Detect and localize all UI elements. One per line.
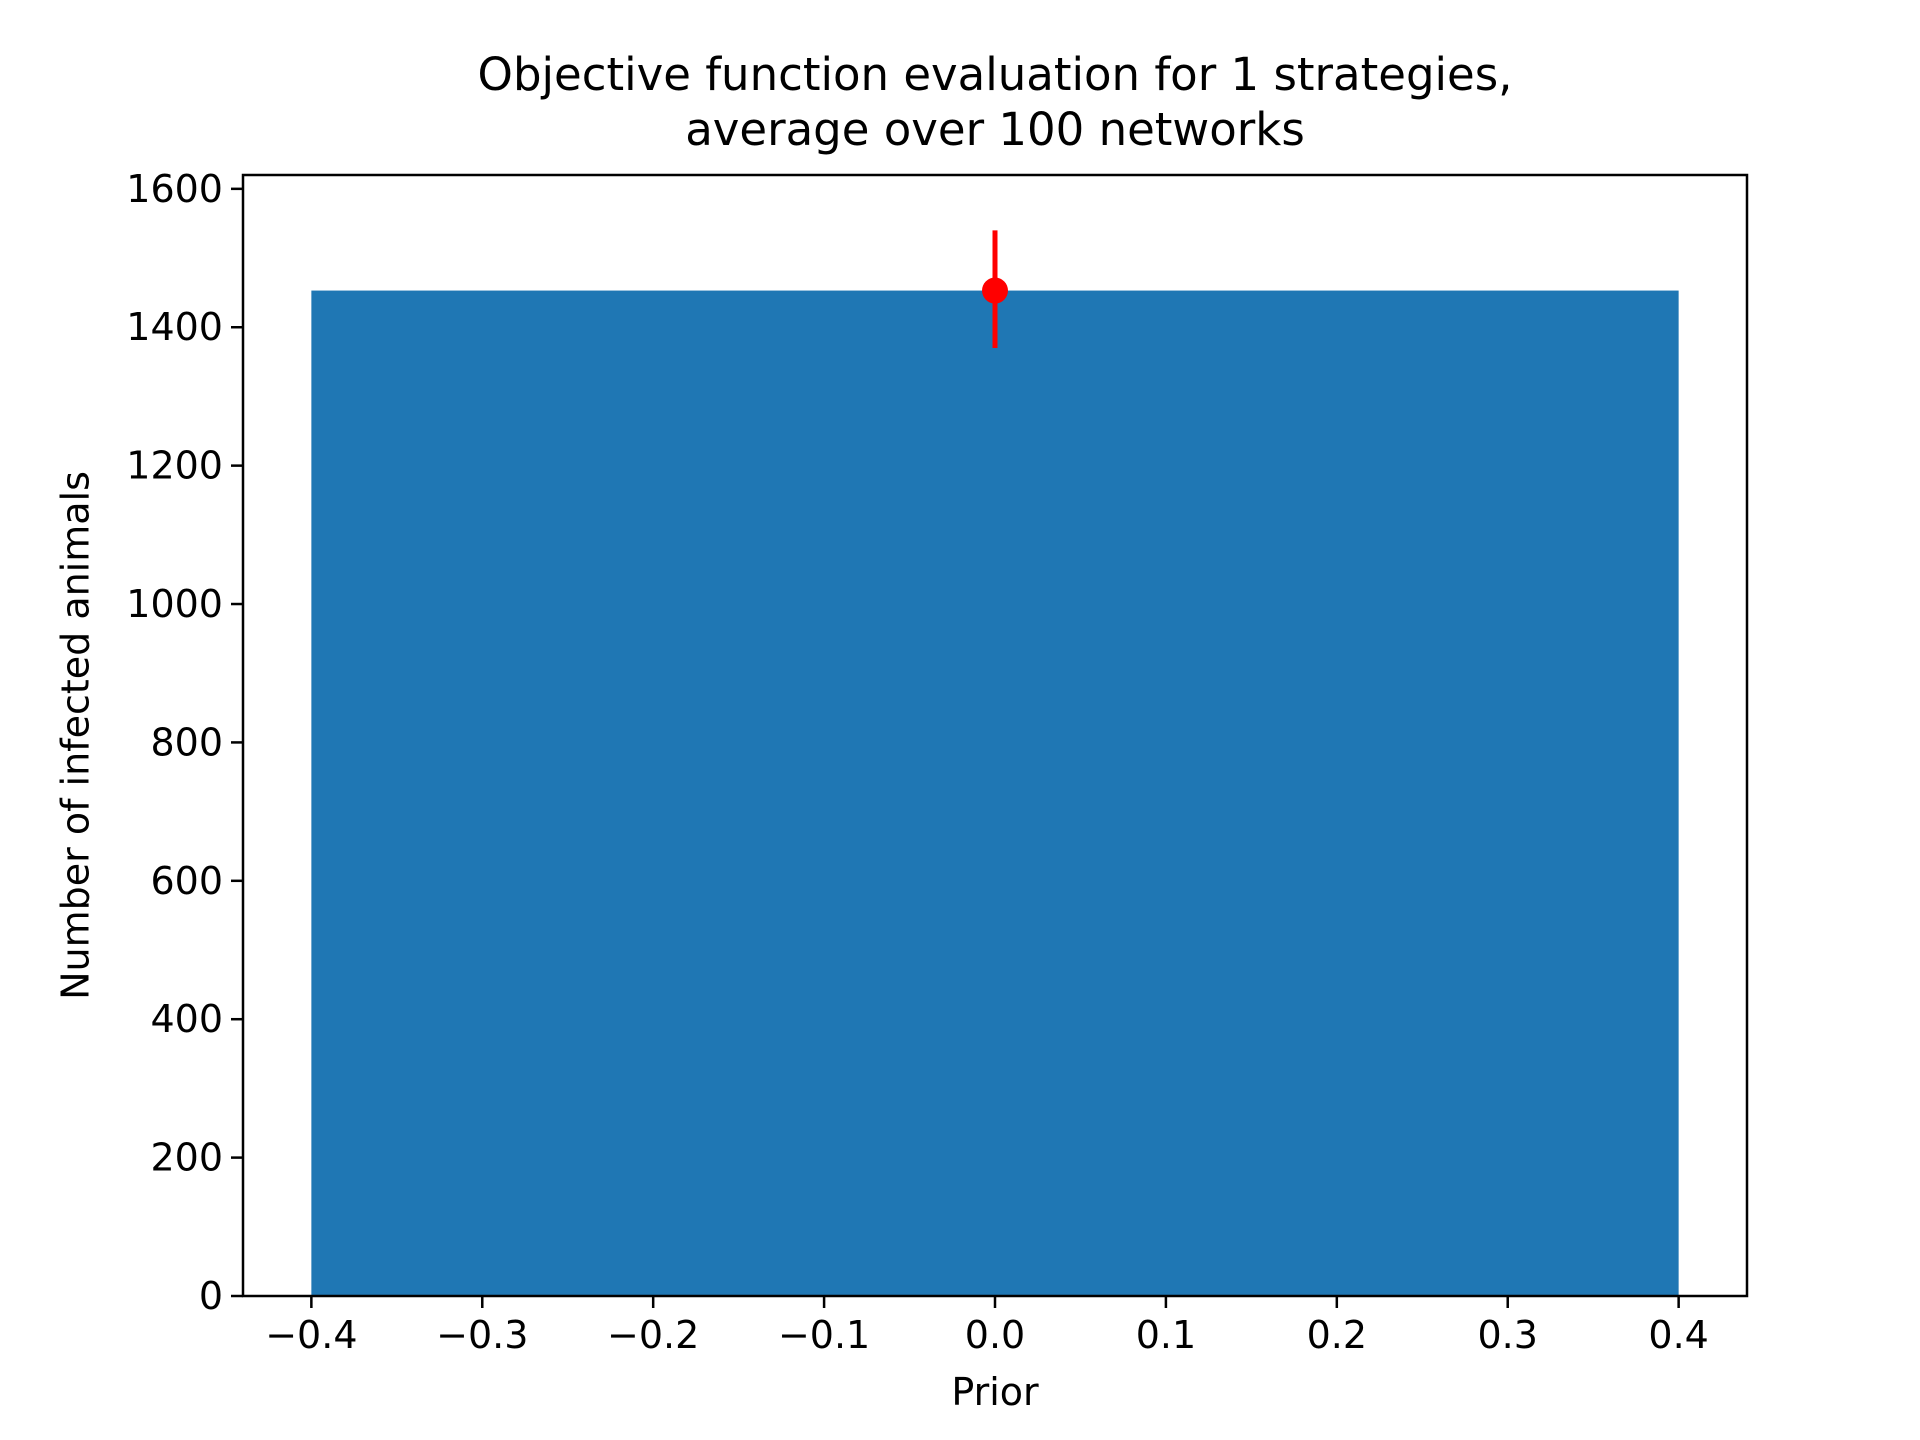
- x-tick-label: 0.2: [1307, 1313, 1367, 1357]
- y-axis-label: Number of infected animals: [54, 471, 98, 1000]
- y-tick-label: 800: [150, 720, 223, 764]
- chart-title-line: average over 100 networks: [685, 103, 1305, 156]
- y-tick-label: 600: [150, 859, 223, 903]
- x-tick-label: −0.2: [607, 1313, 699, 1357]
- x-axis-label: Prior: [951, 1370, 1039, 1414]
- x-tick-label: 0.4: [1648, 1313, 1708, 1357]
- bars: [311, 290, 1679, 1296]
- y-tick-label: 200: [150, 1136, 223, 1180]
- y-tick-label: 400: [150, 997, 223, 1041]
- y-tick-label: 0: [199, 1274, 223, 1318]
- x-tick-label: 0.1: [1136, 1313, 1196, 1357]
- bar: [311, 290, 1679, 1296]
- error-bar-point: [982, 277, 1008, 304]
- y-axis-ticks: 0 200 400 600 800 1000 1200 1400 1600: [126, 167, 243, 1318]
- x-tick-label: 0.3: [1478, 1313, 1538, 1357]
- x-tick-label: 0.0: [965, 1313, 1025, 1357]
- x-axis-ticks: −0.4 −0.3 −0.2 −0.1 0.0 0.1 0.2 0.3 0.4: [265, 1296, 1709, 1357]
- chart-title: Objective function evaluation for 1 stra…: [478, 48, 1513, 156]
- error-bars: [982, 230, 1008, 348]
- y-tick-label: 1600: [126, 167, 223, 211]
- x-tick-label: −0.3: [436, 1313, 528, 1357]
- x-tick-label: −0.1: [778, 1313, 870, 1357]
- chart-title-line: Objective function evaluation for 1 stra…: [478, 48, 1513, 101]
- x-tick-label: −0.4: [265, 1313, 357, 1357]
- y-tick-label: 1000: [126, 582, 223, 626]
- y-tick-label: 1400: [126, 305, 223, 349]
- y-tick-label: 1200: [126, 444, 223, 488]
